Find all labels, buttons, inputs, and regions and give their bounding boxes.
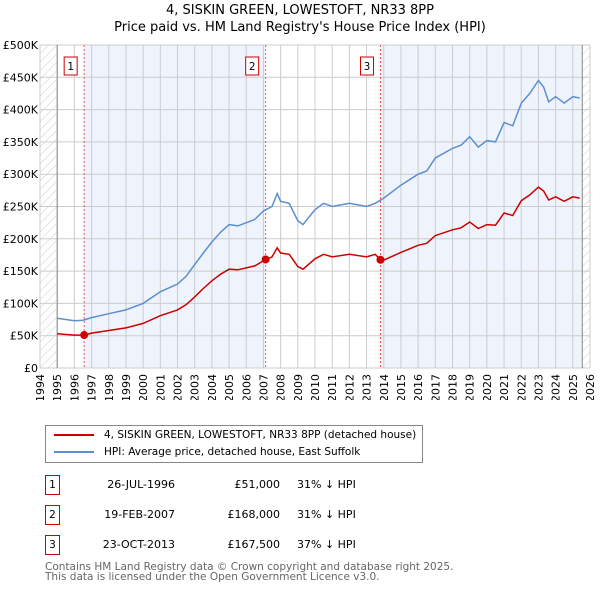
sale-marker-label: 2 bbox=[45, 505, 60, 525]
x-tick-label: 1999 bbox=[120, 374, 133, 400]
sale-date: 23-OCT-2013 bbox=[102, 538, 175, 551]
y-tick-label: £350K bbox=[3, 136, 39, 149]
x-tick-label: 1997 bbox=[86, 374, 99, 400]
y-tick-label: £400K bbox=[3, 104, 39, 117]
x-tick-label: 1996 bbox=[68, 374, 81, 400]
sale-label: 2 bbox=[249, 61, 256, 73]
legend: 4, SISKIN GREEN, LOWESTOFT, NR33 8PP (de… bbox=[45, 425, 423, 463]
x-tick-label: 2023 bbox=[532, 374, 545, 400]
x-tick-label: 2001 bbox=[154, 374, 167, 400]
legend-label: HPI: Average price, detached house, East… bbox=[104, 446, 361, 458]
sale-hpi-diff: 37% ↓ HPI bbox=[297, 538, 356, 551]
sale-price: £51,000 bbox=[234, 478, 281, 491]
sale-marker-label: 3 bbox=[45, 535, 60, 555]
chart-title: 4, SISKIN GREEN, LOWESTOFT, NR33 8PP bbox=[166, 3, 434, 18]
sale-hpi-diff: 31% ↓ HPI bbox=[297, 508, 356, 521]
x-tick-label: 2019 bbox=[464, 374, 477, 400]
sale-price: £168,000 bbox=[227, 508, 281, 521]
y-tick-label: £250K bbox=[3, 201, 39, 214]
sale-row-2: 2 19-FEB-2007 £168,000 31% ↓ HPI bbox=[45, 505, 465, 525]
x-tick-label: 2005 bbox=[223, 374, 236, 400]
y-tick-label: £0 bbox=[24, 362, 38, 375]
x-tick-label: 1998 bbox=[103, 374, 116, 400]
x-tick-label: 2012 bbox=[343, 374, 356, 400]
sale-label-box bbox=[63, 56, 78, 76]
plot-area: 1994 1995 1996 1997 1998 1999 2000 2001 2002 2003… bbox=[3, 39, 597, 400]
x-tick-label: 2022 bbox=[515, 374, 528, 400]
x-tick-label: 1995 bbox=[51, 374, 64, 400]
hpi-line bbox=[57, 79, 580, 322]
legend-swatch-red bbox=[54, 434, 94, 436]
x-tick-label: 2006 bbox=[240, 374, 253, 400]
y-tick-label: £500K bbox=[3, 39, 39, 52]
x-tick-label: 2007 bbox=[257, 374, 270, 400]
sale-hpi-diff: 31% ↓ HPI bbox=[297, 478, 356, 491]
footer-copyright: Contains HM Land Registry data © Crown c… bbox=[45, 561, 454, 573]
x-tick-label: 2018 bbox=[447, 374, 460, 400]
sale-point bbox=[261, 255, 270, 264]
y-tick-label: £450K bbox=[3, 71, 39, 84]
y-tick-label: £300K bbox=[3, 168, 39, 181]
y-tick-label: £150K bbox=[3, 265, 39, 278]
x-tick-label: 2004 bbox=[206, 374, 219, 400]
x-tick-label: 2015 bbox=[395, 374, 408, 400]
property-price-line bbox=[57, 186, 580, 336]
y-tick-label: £200K bbox=[3, 233, 39, 246]
sale-marker-label: 1 bbox=[45, 475, 60, 495]
legend-swatch-blue bbox=[54, 451, 94, 453]
x-tick-label: 2021 bbox=[498, 374, 511, 400]
x-tick-label: 2003 bbox=[189, 374, 202, 400]
y-tick-label: £50K bbox=[10, 330, 39, 343]
x-tick-label: 2000 bbox=[137, 374, 150, 400]
legend-item-hpi: HPI: Average price, detached house, East… bbox=[54, 446, 360, 458]
x-tick-label: 2016 bbox=[412, 374, 425, 400]
sale-point bbox=[80, 331, 89, 340]
sale-label: 3 bbox=[364, 61, 371, 73]
sale-date: 19-FEB-2007 bbox=[104, 508, 175, 521]
sale-point bbox=[376, 255, 385, 264]
sale-row-1: 1 26-JUL-1996 £51,000 31% ↓ HPI bbox=[45, 475, 465, 495]
x-tick-label: 2026 bbox=[584, 374, 597, 400]
x-tick-label: 2013 bbox=[361, 374, 374, 400]
sale-label: 1 bbox=[67, 61, 74, 73]
x-tick-label: 2010 bbox=[309, 374, 322, 400]
legend-item-property: 4, SISKIN GREEN, LOWESTOFT, NR33 8PP (de… bbox=[54, 429, 416, 441]
x-tick-label: 2020 bbox=[481, 374, 494, 400]
sale-price: £167,500 bbox=[227, 538, 281, 551]
y-tick-label: £100K bbox=[3, 297, 39, 310]
x-tick-label: 2008 bbox=[275, 374, 288, 400]
chart-subtitle: Price paid vs. HM Land Registry's House … bbox=[114, 20, 486, 35]
footer-licence: This data is licensed under the Open Gov… bbox=[45, 571, 380, 583]
x-tick-label: 2017 bbox=[429, 374, 442, 400]
x-tick-label: 2025 bbox=[567, 374, 580, 400]
x-tick-label: 2002 bbox=[172, 374, 185, 400]
x-tick-label: 2014 bbox=[378, 374, 391, 400]
sale-row-3: 3 23-OCT-2013 £167,500 37% ↓ HPI bbox=[45, 535, 465, 555]
x-tick-label: 1994 bbox=[34, 374, 47, 400]
x-tick-label: 2024 bbox=[550, 374, 563, 400]
sale-date: 26-JUL-1996 bbox=[107, 478, 175, 491]
x-tick-label: 2009 bbox=[292, 374, 305, 400]
x-tick-label: 2011 bbox=[326, 374, 339, 400]
sale-label-box bbox=[359, 56, 374, 76]
sale-label-box bbox=[245, 56, 260, 76]
legend-label: 4, SISKIN GREEN, LOWESTOFT, NR33 8PP (de… bbox=[104, 429, 417, 441]
